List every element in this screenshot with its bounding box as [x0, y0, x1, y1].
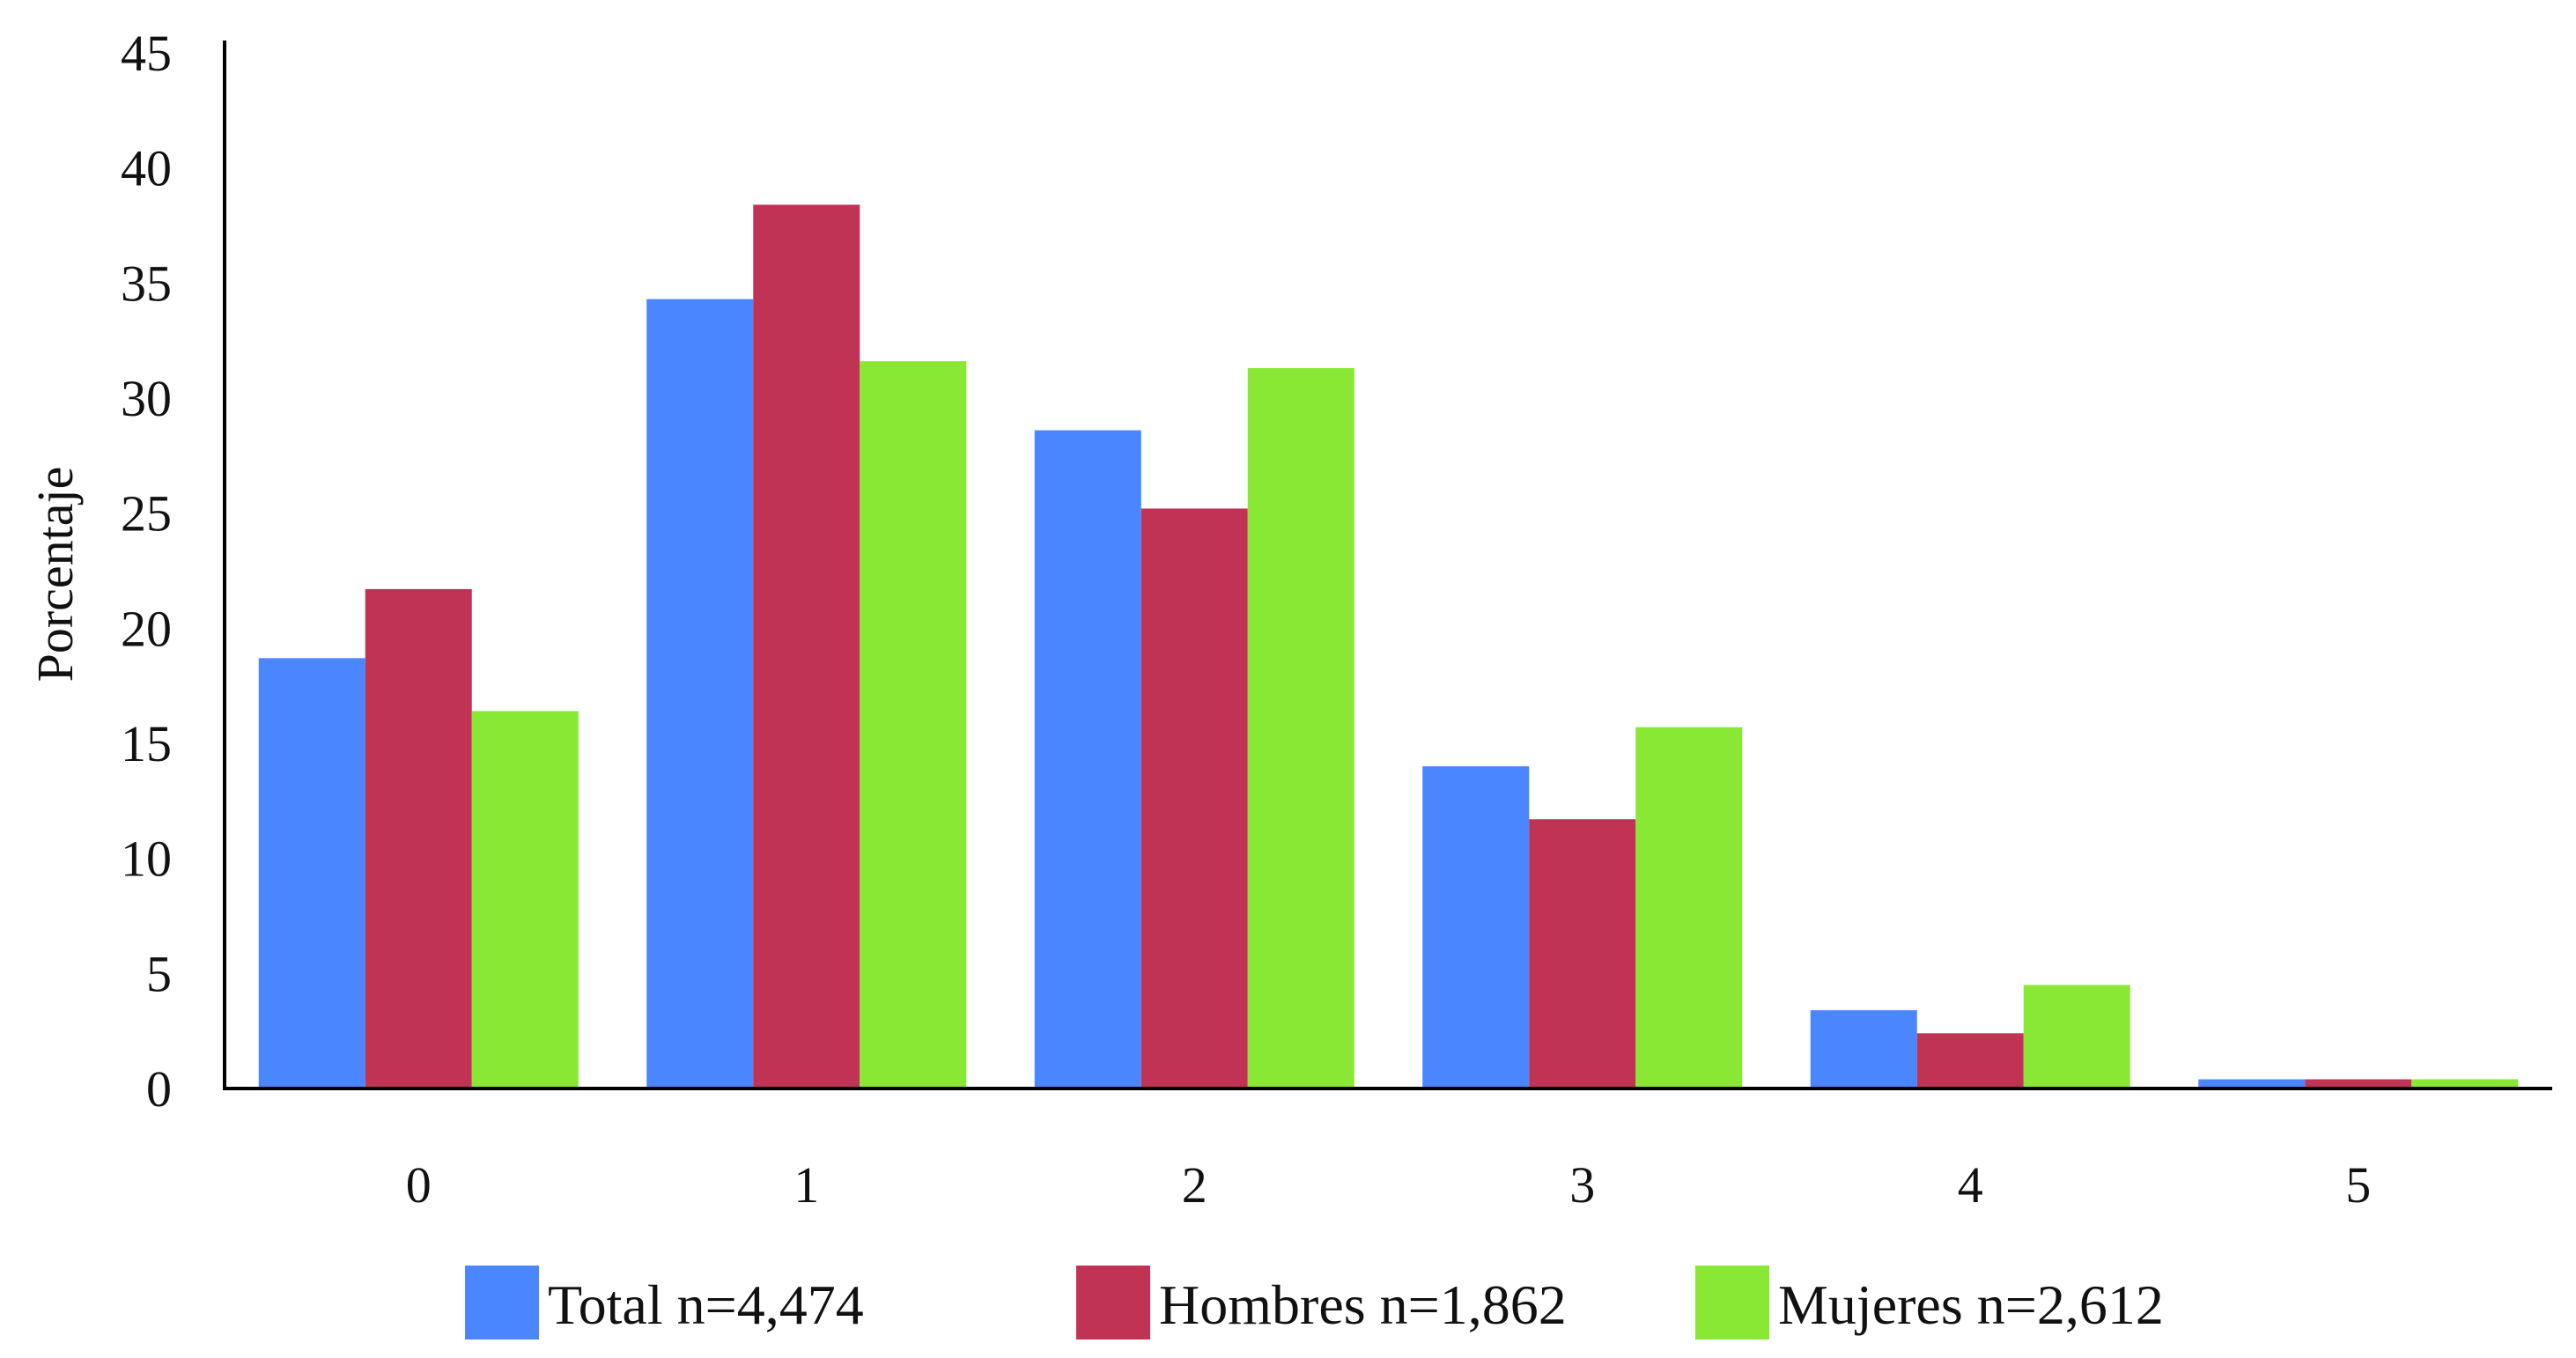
bar-total-3 [1422, 766, 1530, 1089]
legend-swatch [1695, 1266, 1769, 1340]
y-tick-label: 5 [146, 945, 172, 1002]
bar-mujeres-1 [860, 361, 967, 1089]
bar-mujeres-0 [471, 711, 579, 1089]
x-tick-label: 5 [2345, 1156, 2371, 1214]
y-tick-label: 15 [121, 715, 172, 772]
bar-hombres-0 [365, 588, 472, 1089]
bar-hombres-2 [1140, 508, 1248, 1089]
y-tick-label: 45 [121, 25, 172, 82]
bar-total-0 [258, 658, 365, 1089]
bar-hombres-1 [753, 204, 860, 1089]
y-tick-label: 35 [121, 255, 172, 312]
x-tick-label: 4 [1958, 1156, 1983, 1214]
legend-item-hombres: Hombres n=1,862 [1076, 1266, 1567, 1340]
legend-label: Hombres n=1,862 [1159, 1273, 1567, 1336]
legend-swatch [1076, 1266, 1150, 1340]
y-tick-label: 10 [121, 830, 172, 888]
bar-hombres-5 [2305, 1079, 2412, 1089]
legend-label: Mujeres n=2,612 [1778, 1273, 2164, 1336]
y-tick-label: 40 [121, 140, 172, 197]
y-axis-title: Porcentaje [26, 467, 84, 683]
legend: Total n=4,474 Hombres n=1,862 Mujeres n=2,… [465, 1266, 2164, 1340]
bar-mujeres-2 [1247, 368, 1354, 1089]
bar-total-2 [1034, 430, 1141, 1089]
bars [258, 204, 2519, 1089]
bar-total-1 [646, 299, 754, 1089]
x-axis-ticks: 0 1 2 3 4 5 [406, 1156, 2372, 1214]
y-tick-label: 20 [121, 600, 172, 657]
x-tick-label: 2 [1182, 1156, 1207, 1214]
bar-hombres-3 [1529, 819, 1636, 1089]
x-tick-label: 3 [1569, 1156, 1595, 1214]
y-tick-label: 25 [121, 485, 172, 542]
bar-mujeres-4 [2023, 985, 2130, 1089]
y-axis-ticks: 0 5 10 15 20 25 30 35 40 45 [121, 25, 172, 1118]
bar-total-5 [2198, 1079, 2306, 1089]
x-tick-label: 0 [406, 1156, 432, 1214]
bar-mujeres-3 [1635, 727, 1743, 1089]
bar-mujeres-5 [2411, 1079, 2519, 1089]
y-tick-label: 0 [146, 1060, 172, 1118]
legend-item-total: Total n=4,474 [465, 1266, 864, 1340]
legend-swatch [465, 1266, 539, 1340]
legend-label: Total n=4,474 [548, 1273, 864, 1336]
bar-hombres-4 [1916, 1033, 2024, 1089]
bar-total-4 [1810, 1010, 1917, 1089]
x-tick-label: 1 [793, 1156, 819, 1214]
legend-item-mujeres: Mujeres n=2,612 [1695, 1266, 2164, 1340]
y-tick-label: 30 [121, 370, 172, 427]
